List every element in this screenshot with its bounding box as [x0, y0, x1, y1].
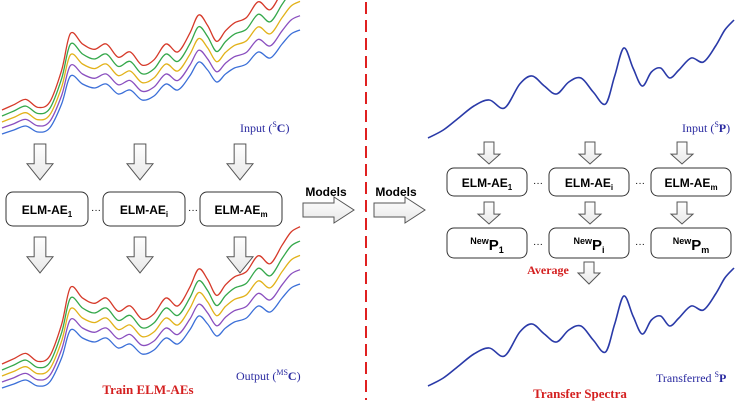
spectrum-line [1, 15, 301, 129]
left-models-label: Models [305, 185, 347, 199]
input-spectrum-curve [427, 19, 735, 139]
down-arrow [125, 143, 155, 181]
down-arrow [476, 201, 502, 225]
right-input-label: Input (SP) [682, 120, 730, 135]
down-arrow [669, 201, 695, 225]
left-input-label: Input (SC) [240, 120, 289, 135]
left-ellipsis-2: ··· [188, 205, 198, 216]
svg-text:ELM-AEi: ELM-AEi [565, 176, 613, 192]
right-new-p-i-box: NewPi [548, 227, 630, 259]
right-elm-ae-m-box: ELM-AEm [650, 167, 732, 197]
left-ellipsis-1: ··· [91, 205, 101, 216]
right-ellipsis-4: ··· [635, 239, 645, 250]
svg-text:ELM-AE1: ELM-AE1 [462, 176, 513, 192]
left-models-arrow [302, 196, 355, 224]
down-arrow [669, 141, 695, 165]
spectrum-line [1, 29, 301, 135]
right-arrows-middle [476, 201, 695, 225]
right-new-p-m-box: NewPm [650, 227, 732, 259]
down-arrow [125, 236, 155, 274]
left-footer-title: Train ELM-AEs [102, 382, 193, 397]
down-arrow [25, 236, 55, 274]
left-elm-ae-1-box: ELM-AE1 [5, 191, 89, 227]
right-transferred-label: Transferred SP [656, 370, 726, 385]
down-arrow [577, 141, 603, 165]
spectrum-line [1, 269, 301, 383]
left-arrows-top [25, 143, 255, 181]
left-output-label: Output (MSC) [236, 368, 301, 383]
down-arrow [577, 201, 603, 225]
right-arrows-top [476, 141, 695, 165]
svg-text:ELM-AEm: ELM-AEm [214, 203, 267, 219]
spectrum-line [1, 226, 301, 365]
down-arrow [476, 141, 502, 165]
svg-text:NewPi: NewPi [573, 236, 604, 255]
right-new-p-1-box: NewP1 [446, 227, 528, 259]
right-models-arrow [373, 196, 426, 224]
svg-text:ELM-AEm: ELM-AEm [664, 176, 717, 192]
left-elm-ae-i-box: ELM-AEi [102, 191, 186, 227]
output-spectra-set [1, 226, 301, 389]
right-footer-title: Transfer Spectra [533, 386, 627, 401]
svg-text:NewPm: NewPm [673, 236, 710, 255]
spectrum-line [1, 0, 301, 123]
transferred-spectrum-curve [427, 267, 735, 387]
right-ellipsis-1: ··· [533, 178, 543, 189]
left-arrows-bottom [25, 236, 255, 274]
right-elm-ae-i-box: ELM-AEi [548, 167, 630, 197]
spectrum-line [1, 0, 286, 117]
svg-text:ELM-AEi: ELM-AEi [120, 203, 168, 219]
average-arrow [576, 261, 602, 285]
down-arrow [25, 143, 55, 181]
spectrum-line [1, 283, 301, 389]
down-arrow [225, 236, 255, 274]
right-ellipsis-2: ··· [635, 178, 645, 189]
svg-text:NewP1: NewP1 [470, 236, 504, 255]
spectrum-line [1, 240, 301, 371]
right-models-label: Models [375, 185, 417, 199]
left-elm-ae-m-box: ELM-AEm [199, 191, 283, 227]
input-spectra-set [1, 0, 301, 135]
right-ellipsis-3: ··· [533, 239, 543, 250]
spectrum-line [1, 254, 301, 377]
down-arrow [225, 143, 255, 181]
spectrum-line [1, 0, 279, 111]
average-label: Average [527, 263, 569, 277]
svg-text:ELM-AE1: ELM-AE1 [22, 203, 73, 219]
right-elm-ae-1-box: ELM-AE1 [446, 167, 528, 197]
